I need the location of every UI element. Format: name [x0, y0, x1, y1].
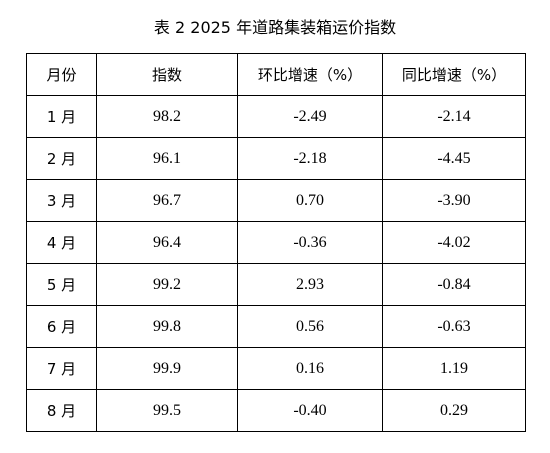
mom-growth-cell: -0.36 [237, 221, 383, 264]
index-cell: 99.8 [96, 305, 238, 348]
index-cell: 99.2 [96, 263, 238, 306]
table-row: 1 月 98.2 -2.49 -2.14 [26, 95, 526, 138]
table-row: 8 月 99.5 -0.40 0.29 [26, 389, 526, 432]
month-cell: 7 月 [26, 347, 97, 390]
month-cell: 5 月 [26, 263, 97, 306]
yoy-growth-cell: -2.14 [382, 95, 526, 138]
yoy-growth-cell: -0.63 [382, 305, 526, 348]
container-freight-index-table: 月份 指数 环比增速（%） 同比增速（%） 1 月 98.2 -2.49 -2.… [26, 53, 526, 432]
mom-growth-cell: 0.70 [237, 179, 383, 222]
yoy-growth-cell: -0.84 [382, 263, 526, 306]
index-cell: 96.7 [96, 179, 238, 222]
mom-growth-cell: -2.18 [237, 137, 383, 180]
month-cell: 3 月 [26, 179, 97, 222]
month-cell: 4 月 [26, 221, 97, 264]
table-row: 6 月 99.8 0.56 -0.63 [26, 305, 526, 348]
mom-growth-cell: -2.49 [237, 95, 383, 138]
table-caption: 表 2 2025 年道路集装箱运价指数 [153, 18, 397, 37]
header-yoy-growth: 同比增速（%） [382, 53, 526, 96]
yoy-growth-cell: 0.29 [382, 389, 526, 432]
table-row: 2 月 96.1 -2.18 -4.45 [26, 137, 526, 180]
index-cell: 96.4 [96, 221, 238, 264]
header-month: 月份 [26, 53, 97, 96]
index-cell: 96.1 [96, 137, 238, 180]
mom-growth-cell: 2.93 [237, 263, 383, 306]
yoy-growth-cell: -4.02 [382, 221, 526, 264]
month-cell: 2 月 [26, 137, 97, 180]
header-mom-growth: 环比增速（%） [237, 53, 383, 96]
index-cell: 99.9 [96, 347, 238, 390]
mom-growth-cell: 0.56 [237, 305, 383, 348]
month-cell: 1 月 [26, 95, 97, 138]
month-cell: 8 月 [26, 389, 97, 432]
header-index: 指数 [96, 53, 238, 96]
mom-growth-cell: -0.40 [237, 389, 383, 432]
header-row: 月份 指数 环比增速（%） 同比增速（%） [26, 53, 526, 96]
index-cell: 98.2 [96, 95, 238, 138]
month-cell: 6 月 [26, 305, 97, 348]
yoy-growth-cell: 1.19 [382, 347, 526, 390]
table-row: 3 月 96.7 0.70 -3.90 [26, 179, 526, 222]
table-body: 1 月 98.2 -2.49 -2.14 2 月 96.1 -2.18 -4.4… [26, 95, 526, 432]
mom-growth-cell: 0.16 [237, 347, 383, 390]
index-cell: 99.5 [96, 389, 238, 432]
table-row: 4 月 96.4 -0.36 -4.02 [26, 221, 526, 264]
table-row: 7 月 99.9 0.16 1.19 [26, 347, 526, 390]
yoy-growth-cell: -4.45 [382, 137, 526, 180]
table-header: 月份 指数 环比增速（%） 同比增速（%） [26, 53, 526, 96]
yoy-growth-cell: -3.90 [382, 179, 526, 222]
table-row: 5 月 99.2 2.93 -0.84 [26, 263, 526, 306]
